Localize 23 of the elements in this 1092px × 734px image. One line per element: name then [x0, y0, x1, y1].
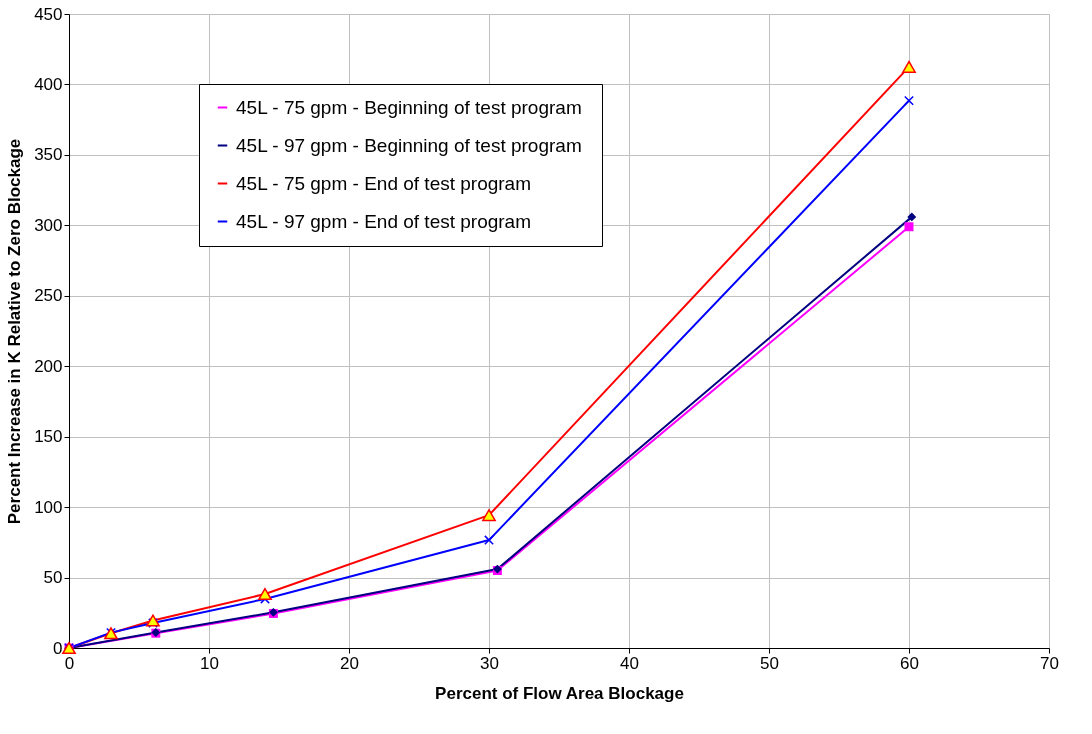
- x-tick-label: 20: [340, 653, 359, 673]
- x-tick-label: 40: [620, 653, 639, 673]
- y-tick-label: 200: [34, 356, 63, 376]
- y-tick-label: 300: [34, 215, 63, 235]
- y-tick-label: 0: [53, 638, 63, 658]
- x-tick-label: 60: [900, 653, 919, 673]
- y-tick-label: 400: [34, 74, 63, 94]
- legend-label: 45L - 97 gpm - Beginning of test program: [236, 134, 582, 156]
- x-axis-title: Percent of Flow Area Blockage: [435, 683, 684, 703]
- legend-label: 45L - 97 gpm - End of test program: [236, 210, 532, 232]
- legend-label: 45L - 75 gpm - Beginning of test program: [236, 96, 582, 118]
- y-tick-label: 450: [34, 4, 63, 24]
- y-tick-label: 350: [34, 145, 63, 165]
- x-tick-label: 10: [200, 653, 219, 673]
- x-tick-label: 70: [1040, 653, 1059, 673]
- y-tick-label: 50: [43, 568, 63, 588]
- x-tick-label: 30: [480, 653, 499, 673]
- y-tick-label: 250: [34, 286, 63, 306]
- y-tick-label: 150: [34, 427, 63, 447]
- y-tick-label: 100: [34, 497, 63, 517]
- legend-label: 45L - 75 gpm - End of test program: [236, 172, 532, 194]
- y-axis-title: Percent Increase in K Relative to Zero Blockage: [5, 138, 25, 525]
- x-tick-label: 50: [760, 653, 779, 673]
